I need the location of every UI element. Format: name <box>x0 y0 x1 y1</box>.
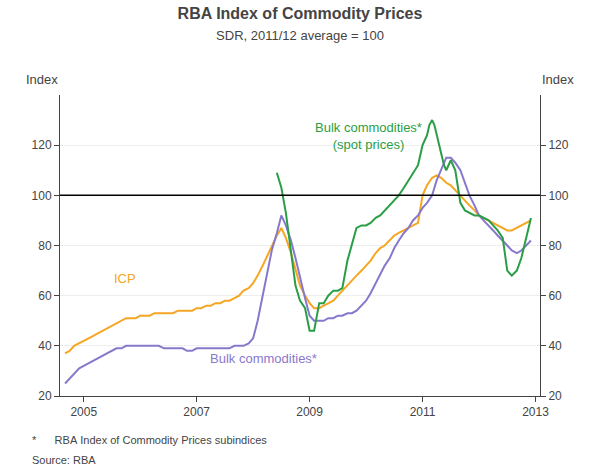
svg-text:40: 40 <box>548 339 562 353</box>
svg-text:100: 100 <box>548 189 568 203</box>
svg-text:100: 100 <box>32 189 52 203</box>
svg-text:2011: 2011 <box>410 405 436 419</box>
svg-text:2007: 2007 <box>183 405 210 419</box>
svg-text:ICP: ICP <box>114 271 136 286</box>
svg-text:2009: 2009 <box>296 405 323 419</box>
svg-text:Source: RBA: Source: RBA <box>32 454 96 466</box>
svg-text:60: 60 <box>38 289 52 303</box>
svg-text:80: 80 <box>548 239 562 253</box>
svg-text:20: 20 <box>38 389 52 403</box>
svg-text:Bulk commodities*: Bulk commodities* <box>210 351 317 366</box>
svg-text:RBA Index of Commodity PricesS: RBA Index of Commodity PricesSDR, 2011/1… <box>178 5 423 43</box>
svg-text:80: 80 <box>38 239 52 253</box>
svg-text:2005: 2005 <box>70 405 97 419</box>
svg-text:60: 60 <box>548 289 562 303</box>
svg-text:Index: Index <box>542 72 574 87</box>
svg-text:20: 20 <box>548 389 562 403</box>
svg-text:120: 120 <box>32 138 52 152</box>
svg-text:Bulk commodities*(spot prices): Bulk commodities*(spot prices) <box>315 120 422 152</box>
svg-text:Index: Index <box>26 72 58 87</box>
svg-text:40: 40 <box>38 339 52 353</box>
svg-text:2013: 2013 <box>522 405 549 419</box>
svg-text:* RBA Index of Commodity: * RBA Index of Commodity Prices subindic… <box>32 434 267 446</box>
svg-text:120: 120 <box>548 138 568 152</box>
